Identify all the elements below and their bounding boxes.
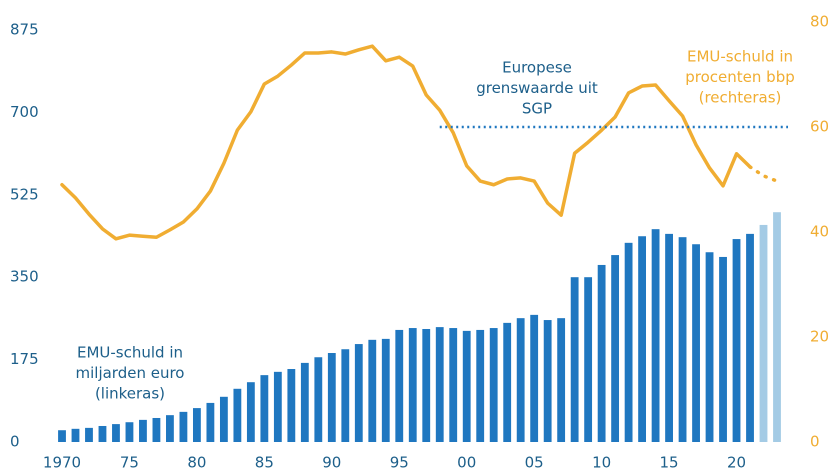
- x-tick-label: 95: [390, 454, 409, 472]
- bar: [570, 277, 579, 442]
- y-tick-label: 525: [10, 185, 39, 203]
- bar: [651, 229, 660, 442]
- x-tick-label: 15: [660, 454, 679, 472]
- x-tick-label: 80: [187, 454, 206, 472]
- bar: [732, 239, 741, 442]
- series-label: miljarden euro: [76, 364, 185, 382]
- bar: [638, 236, 647, 442]
- bar: [152, 417, 161, 442]
- bar: [597, 264, 606, 442]
- bar: [584, 277, 593, 442]
- bar: [341, 349, 350, 442]
- bar: [422, 328, 431, 442]
- bar: [395, 329, 404, 442]
- series-label: EMU-schuld in: [687, 48, 793, 66]
- x-tick-label: 1970: [43, 454, 81, 472]
- y-tick-label: 700: [10, 103, 39, 121]
- bar: [112, 424, 120, 442]
- y-tick-label: 875: [10, 21, 39, 39]
- bar: [489, 328, 498, 442]
- bar: [773, 212, 781, 442]
- y2-tick-label: 40: [810, 223, 829, 241]
- bar: [705, 252, 714, 442]
- reference-label: SGP: [522, 100, 552, 118]
- x-tick-label: 85: [255, 454, 274, 472]
- bar: [692, 244, 700, 442]
- reference-label: Europese: [502, 59, 572, 77]
- series-label: EMU-schuld in: [77, 344, 183, 362]
- bar: [516, 318, 525, 442]
- x-tick-label: 90: [322, 454, 341, 472]
- line-forecast: [748, 165, 779, 183]
- bar: [260, 375, 269, 442]
- bar: [719, 256, 727, 442]
- bar: [408, 328, 417, 442]
- x-tick-label: 00: [457, 454, 476, 472]
- bar: [327, 353, 336, 442]
- bar: [624, 242, 633, 442]
- bar: [759, 224, 768, 442]
- line: [60, 44, 752, 241]
- bar: [530, 314, 539, 442]
- bar: [300, 362, 309, 442]
- bar: [273, 371, 282, 442]
- bar: [449, 328, 458, 442]
- bar: [58, 430, 66, 442]
- bar: [381, 338, 390, 442]
- bar: [611, 255, 620, 442]
- bar: [246, 382, 255, 442]
- bar: [503, 322, 512, 442]
- bar: [85, 427, 93, 442]
- series-label: (linkeras): [95, 385, 165, 403]
- bar: [462, 330, 471, 442]
- series-label: procenten bbp: [685, 68, 794, 86]
- y-tick-label: 0: [10, 433, 20, 451]
- bar: [557, 318, 566, 442]
- y2-tick-label: 20: [810, 328, 829, 346]
- y2-tick-label: 60: [810, 118, 829, 136]
- bar: [98, 425, 107, 442]
- bar: [166, 415, 174, 442]
- bar: [665, 233, 673, 442]
- x-tick-label: 10: [592, 454, 611, 472]
- bar: [179, 411, 188, 442]
- bar: [435, 327, 444, 442]
- y-tick-label: 175: [10, 350, 39, 368]
- bar: [476, 329, 485, 442]
- bar: [206, 402, 215, 442]
- bar: [678, 237, 687, 442]
- bar: [314, 357, 323, 442]
- bar: [139, 419, 147, 442]
- bar: [125, 422, 134, 442]
- bar: [192, 408, 201, 442]
- bar: [746, 233, 754, 442]
- bar: [71, 428, 80, 442]
- bar: [543, 320, 552, 442]
- bar: [233, 388, 242, 442]
- series-label: (rechteras): [699, 89, 782, 107]
- y2-tick-label: 80: [810, 13, 829, 31]
- x-tick-label: 05: [525, 454, 544, 472]
- bar: [368, 339, 377, 442]
- x-tick-label: 75: [120, 454, 139, 472]
- bar: [287, 369, 296, 442]
- x-tick-label: 20: [727, 454, 746, 472]
- reference-label: grenswaarde uit: [476, 79, 598, 97]
- bar: [354, 344, 363, 442]
- y-tick-label: 350: [10, 268, 39, 286]
- y2-tick-label: 0: [810, 433, 820, 451]
- bar: [219, 396, 228, 442]
